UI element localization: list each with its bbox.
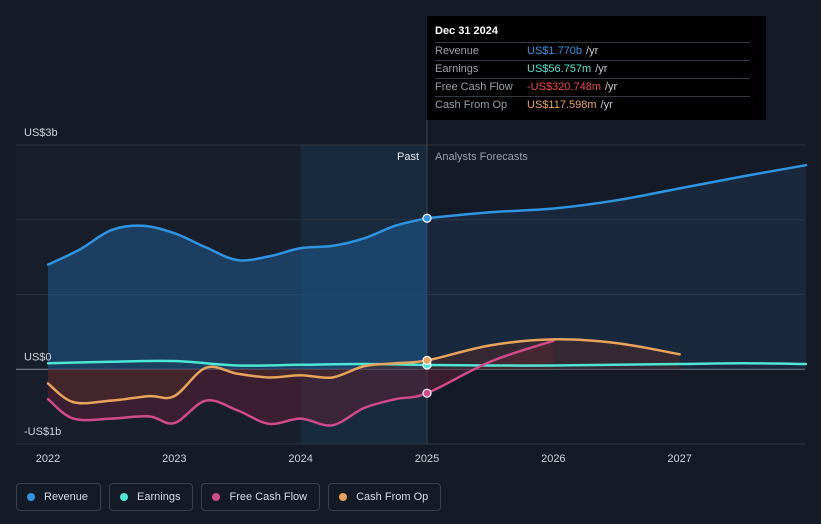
legend-dot-icon	[27, 493, 35, 501]
tooltip-value: -US$320.748m	[527, 81, 601, 93]
y-tick-label: US$3b	[24, 127, 58, 139]
x-tick-label: 2025	[415, 453, 439, 465]
x-tick-label: 2022	[36, 453, 60, 465]
x-tick-label: 2023	[162, 453, 186, 465]
tooltip-value: US$117.598m	[527, 99, 597, 111]
financial-chart: US$3b US$0 -US$1b 2022 2023 2024 2025 2026 2027 P…	[16, 120, 808, 465]
tooltip-label: Earnings	[435, 63, 479, 75]
tooltip-label: Cash From Op	[435, 99, 508, 111]
past-label: Past	[397, 151, 419, 163]
y-tick-label: US$0	[24, 351, 52, 363]
legend-dot-icon	[339, 493, 348, 501]
x-tick-label: 2027	[667, 453, 691, 465]
marker-free-cash-flow	[422, 388, 432, 398]
legend-item-cash-from-op[interactable]: Cash From Op	[328, 483, 442, 511]
tooltip-row-revenue: Revenue US$1.770b /yr	[435, 42, 750, 60]
marker-cash-from-op	[422, 355, 432, 366]
y-tick-label: -US$1b	[24, 426, 61, 438]
tooltip-unit: /yr	[600, 99, 613, 111]
tooltip-value: US$1.770b	[527, 45, 583, 57]
series-line-revenue	[46, 217, 429, 266]
tooltip-label: Free Cash Flow	[435, 81, 513, 93]
legend-dot-icon	[212, 493, 221, 501]
cashflow-area	[48, 339, 680, 404]
legend-label: Cash From Op	[356, 491, 429, 503]
tooltip-date: Dec 31 2024	[435, 25, 498, 37]
cashflow-area	[48, 340, 554, 426]
x-tick-label: 2024	[288, 453, 312, 465]
tooltip-unit: /yr	[586, 45, 599, 57]
legend-label: Revenue	[44, 491, 89, 503]
tooltip-row-earnings: Earnings US$56.757m /yr	[435, 60, 750, 78]
tooltip-value: US$56.757m	[527, 63, 592, 75]
data-tooltip: Dec 31 2024 Revenue US$1.770b /yr Earnin…	[427, 16, 766, 120]
revenue-forecast-area	[427, 165, 806, 370]
tooltip-label: Revenue	[435, 45, 480, 57]
series-line-revenue-forecast	[425, 163, 808, 220]
x-tick-label: 2026	[541, 453, 565, 465]
legend-dot-icon	[120, 493, 129, 501]
marker-revenue	[422, 213, 432, 223]
legend-item-earnings[interactable]: Earnings	[109, 483, 194, 511]
forecast-label: Analysts Forecasts	[435, 151, 528, 163]
tooltip-unit: /yr	[595, 63, 608, 75]
legend-label: Free Cash Flow	[229, 491, 308, 503]
revenue-area	[48, 218, 427, 370]
tooltip-row-free-cash-flow: Free Cash Flow -US$320.748m /yr	[435, 78, 750, 96]
tooltip-unit: /yr	[605, 81, 618, 93]
chart-legend: Revenue Earnings Free Cash Flow Cash Fro…	[16, 483, 442, 513]
legend-label: Earnings	[137, 491, 181, 503]
legend-item-free-cash-flow[interactable]: Free Cash Flow	[201, 483, 321, 511]
tooltip-row-cash-from-op: Cash From Op US$117.598m /yr	[435, 96, 750, 114]
series-line-cash-from-op	[46, 338, 681, 405]
legend-item-revenue[interactable]: Revenue	[16, 483, 102, 511]
